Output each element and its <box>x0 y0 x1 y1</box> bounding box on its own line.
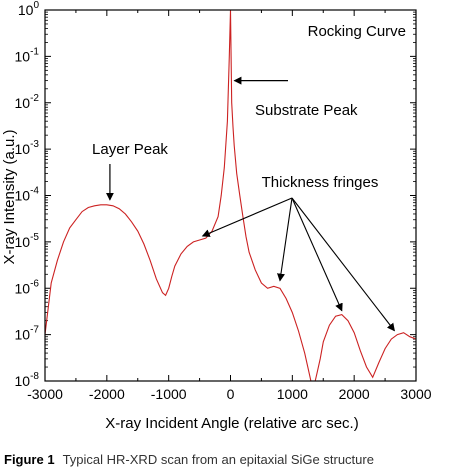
figure-caption: Figure 1 Typical HR-XRD scan from an epit… <box>4 452 450 467</box>
chart-title: Rocking Curve <box>308 23 406 40</box>
figure-caption-text: Typical HR-XRD scan from an epitaxial Si… <box>62 452 374 467</box>
thickness-fringe-arrow <box>291 197 395 332</box>
y-tick-label: 10-8 <box>15 371 40 389</box>
x-tick-label: -2000 <box>89 386 125 402</box>
y-tick-label: 100 <box>18 0 40 18</box>
y-axis-label: X-ray Intensity (a.u.) <box>1 129 18 264</box>
x-axis-label: X-ray Incident Angle (relative arc sec.) <box>105 415 358 432</box>
y-tick-label: 10-4 <box>15 186 40 204</box>
thickness-fringe-arrow <box>201 197 293 237</box>
y-tick-label: 10-5 <box>15 232 40 250</box>
x-tick-label: 1000 <box>277 386 308 402</box>
y-tick-label: 10-2 <box>15 93 40 111</box>
rocking-curve-chart: -3000 -2000 -1000 0 1000 2000 3000 100 10-1 10-2 1… <box>1 0 432 432</box>
y-tick-label: 10-7 <box>15 325 40 343</box>
layer-peak-label: Layer Peak <box>92 141 168 158</box>
substrate-peak-label: Substrate Peak <box>255 102 358 119</box>
x-tick-label: -3000 <box>27 386 63 402</box>
thickness-fringe-arrow <box>277 197 293 282</box>
plot-frame <box>44 9 417 382</box>
figure-caption-label: Figure 1 <box>4 452 55 467</box>
thickness-fringes-label: Thickness fringes <box>262 174 379 191</box>
intensity-series-line <box>45 10 416 381</box>
x-tick-label: -1000 <box>151 386 187 402</box>
thickness-fringe-arrow <box>291 197 343 312</box>
y-tick-label: 10-6 <box>15 278 40 296</box>
y-tick-label: 10-1 <box>15 46 40 64</box>
x-tick-label: 3000 <box>400 386 431 402</box>
x-tick-label: 0 <box>227 386 235 402</box>
x-tick-label: 2000 <box>339 386 370 402</box>
y-tick-label: 10-3 <box>15 139 40 157</box>
